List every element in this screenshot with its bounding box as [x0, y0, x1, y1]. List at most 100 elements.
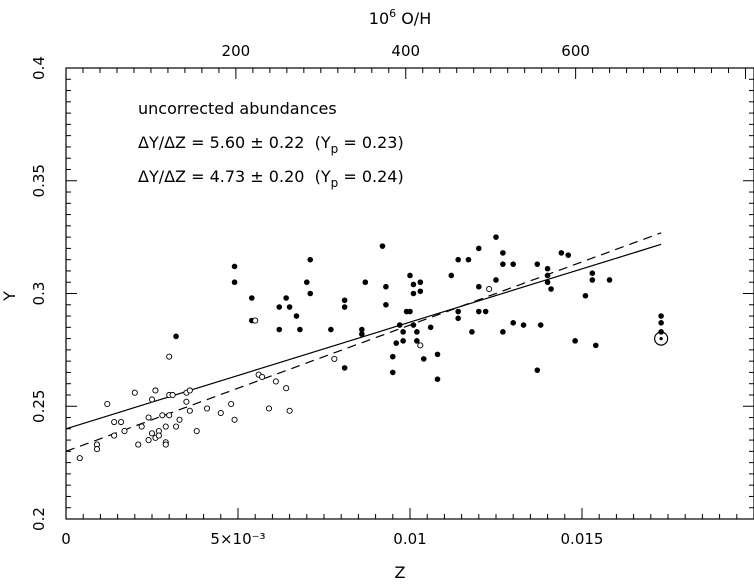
- data-point-filled: [455, 256, 461, 263]
- data-point-open: [286, 407, 293, 414]
- data-point-filled: [410, 281, 417, 288]
- x-tick-label: 5×10⁻³: [210, 530, 265, 548]
- data-point-filled: [400, 329, 406, 335]
- data-point-filled: [379, 243, 386, 249]
- data-point-filled: [510, 261, 516, 267]
- data-point-filled: [455, 315, 461, 322]
- data-point-filled: [465, 256, 472, 263]
- data-point-filled: [286, 304, 293, 310]
- data-point-open: [76, 455, 83, 462]
- data-point-filled: [390, 369, 396, 376]
- data-point-open: [183, 398, 190, 405]
- data-point-open: [283, 385, 290, 392]
- data-point-filled: [544, 272, 551, 279]
- data-point-open: [148, 396, 156, 403]
- data-point-open: [131, 389, 138, 396]
- data-point-filled: [469, 329, 475, 335]
- data-point-filled: [589, 277, 596, 283]
- data-point-filled: [544, 265, 551, 272]
- data-point-filled: [544, 279, 551, 286]
- top-tick-label: 600: [561, 42, 590, 60]
- data-point-open: [135, 441, 142, 448]
- data-point-filled: [383, 283, 389, 290]
- fit-line-solid: [65, 243, 662, 430]
- y-axis-title: Y: [0, 291, 19, 302]
- data-point-filled: [359, 326, 365, 333]
- data-point-filled: [476, 308, 482, 315]
- data-point-filled: [500, 329, 506, 335]
- annotation-uncorrected: uncorrected abundances: [138, 99, 337, 118]
- data-point-filled: [420, 356, 427, 362]
- data-point-open: [104, 400, 111, 408]
- data-point-filled: [383, 301, 389, 308]
- annotation-fit-1: ΔY/ΔZ = 5.60 ± 0.22 (Yp = 0.23): [138, 133, 404, 156]
- data-point-filled: [173, 333, 179, 340]
- data-point-open: [193, 428, 200, 435]
- data-point-filled: [297, 326, 303, 333]
- data-point-filled: [572, 338, 578, 344]
- data-point-open: [231, 416, 238, 423]
- data-point-filled: [658, 320, 664, 326]
- data-point-filled: [606, 277, 613, 283]
- top-axis-title: 106 O/H: [369, 7, 431, 28]
- data-point-filled: [341, 304, 348, 310]
- data-point-filled: [589, 270, 596, 277]
- y-tick-label: 0.3: [30, 282, 48, 306]
- data-point-filled: [476, 283, 482, 290]
- data-point-open: [169, 391, 176, 399]
- data-point-open: [155, 432, 162, 439]
- data-point-filled: [396, 322, 403, 328]
- tick-labels: 0 5×10⁻³ 0.01 0.015 200 400 600 0.2 0.25 0.3 0.35 0…: [30, 42, 603, 548]
- data-point-filled: [414, 338, 420, 344]
- data-point-filled: [510, 320, 516, 326]
- data-point-open: [152, 387, 159, 394]
- data-point-open: [117, 418, 125, 426]
- data-point-open: [173, 423, 180, 430]
- data-point-filled: [558, 250, 565, 256]
- data-point-filled: [307, 290, 314, 297]
- tick-marks: [65, 67, 754, 520]
- data-point-open: [186, 387, 193, 394]
- data-point-open: [259, 373, 266, 380]
- data-point-filled: [434, 351, 441, 358]
- top-tick-label: 400: [391, 42, 420, 60]
- data-point-filled: [582, 292, 589, 299]
- data-point-open: [162, 423, 169, 430]
- data-point-open: [331, 355, 338, 362]
- data-point-filled: [276, 304, 283, 310]
- data-point-filled: [407, 272, 413, 279]
- fit-lines: [65, 232, 662, 452]
- y-tick-label: 0.4: [30, 56, 48, 80]
- data-point-open: [93, 446, 101, 453]
- data-point-filled: [417, 288, 424, 295]
- data-point-open: [228, 400, 235, 408]
- x-axis-title: Z: [395, 563, 406, 582]
- sun-symbol-ring: [654, 331, 669, 346]
- data-point-filled: [537, 322, 544, 328]
- data-point-open: [265, 405, 273, 412]
- data-point-filled: [293, 313, 300, 319]
- data-point-filled: [500, 261, 506, 267]
- data-point-open: [166, 412, 173, 419]
- data-point-open: [417, 342, 424, 349]
- x-tick-label: 0.015: [561, 530, 604, 548]
- data-point-filled: [248, 295, 255, 301]
- annotation-fit-2: ΔY/ΔZ = 4.73 ± 0.20 (Yp = 0.24): [138, 167, 404, 190]
- data-point-open: [166, 353, 173, 360]
- top-tick-label: 200: [222, 42, 251, 60]
- sun-symbol-dot: [659, 337, 663, 341]
- data-point-filled: [493, 277, 499, 283]
- data-point-filled: [476, 245, 482, 252]
- data-point-filled: [231, 263, 238, 270]
- data-point-filled: [231, 279, 238, 286]
- data-point-filled: [407, 308, 413, 315]
- data-point-filled: [417, 279, 424, 286]
- data-point-filled: [548, 286, 554, 292]
- data-point-filled: [393, 340, 400, 346]
- x-tick-label: 0.01: [393, 530, 426, 548]
- data-point-open: [138, 423, 145, 430]
- data-point-open: [121, 428, 128, 435]
- data-point-filled: [304, 279, 310, 286]
- data-point-filled: [448, 272, 455, 279]
